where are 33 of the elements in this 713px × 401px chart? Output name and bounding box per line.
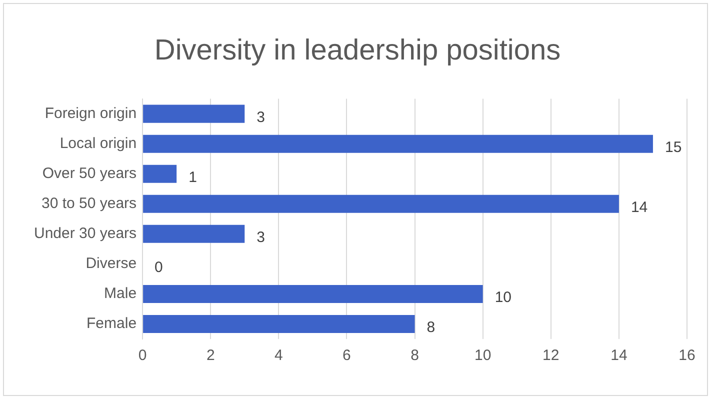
chart-title: Diversity in leadership positions — [154, 34, 561, 66]
data-label: 8 — [426, 319, 436, 336]
y-tick-label: Under 30 years — [34, 225, 137, 242]
bar — [143, 104, 245, 123]
y-tick-label: Local origin — [60, 134, 137, 152]
data-label: 10 — [494, 289, 512, 306]
x-tick-label: 0 — [138, 347, 147, 364]
x-tick-label: 10 — [474, 347, 492, 364]
x-tick-label: 4 — [274, 347, 283, 364]
x-tick-label: 12 — [542, 347, 560, 364]
bar — [143, 284, 483, 303]
data-label: 3 — [256, 108, 265, 126]
y-tick-label: 30 to 50 years — [41, 195, 137, 212]
x-tick-label: 14 — [610, 347, 628, 364]
data-label: 15 — [664, 138, 682, 156]
data-label: 14 — [630, 199, 648, 216]
x-tick-label: 8 — [410, 347, 419, 364]
y-tick-label: Over 50 years — [42, 165, 137, 182]
x-tick-label: 6 — [342, 347, 351, 364]
data-label: 0 — [154, 259, 163, 276]
x-tick-label: 2 — [206, 347, 215, 364]
data-label: 1 — [188, 169, 197, 186]
bar — [143, 134, 653, 153]
x-tick-label: 16 — [678, 347, 696, 364]
bar — [143, 224, 245, 243]
y-tick-label: Foreign origin — [44, 104, 137, 122]
bar — [143, 164, 177, 183]
bar — [143, 194, 619, 213]
y-tick-label: Male — [104, 285, 137, 302]
data-label: 3 — [256, 229, 265, 246]
bar — [143, 314, 415, 333]
y-tick-label: Female — [86, 315, 137, 332]
y-tick-label: Diverse — [86, 255, 137, 272]
